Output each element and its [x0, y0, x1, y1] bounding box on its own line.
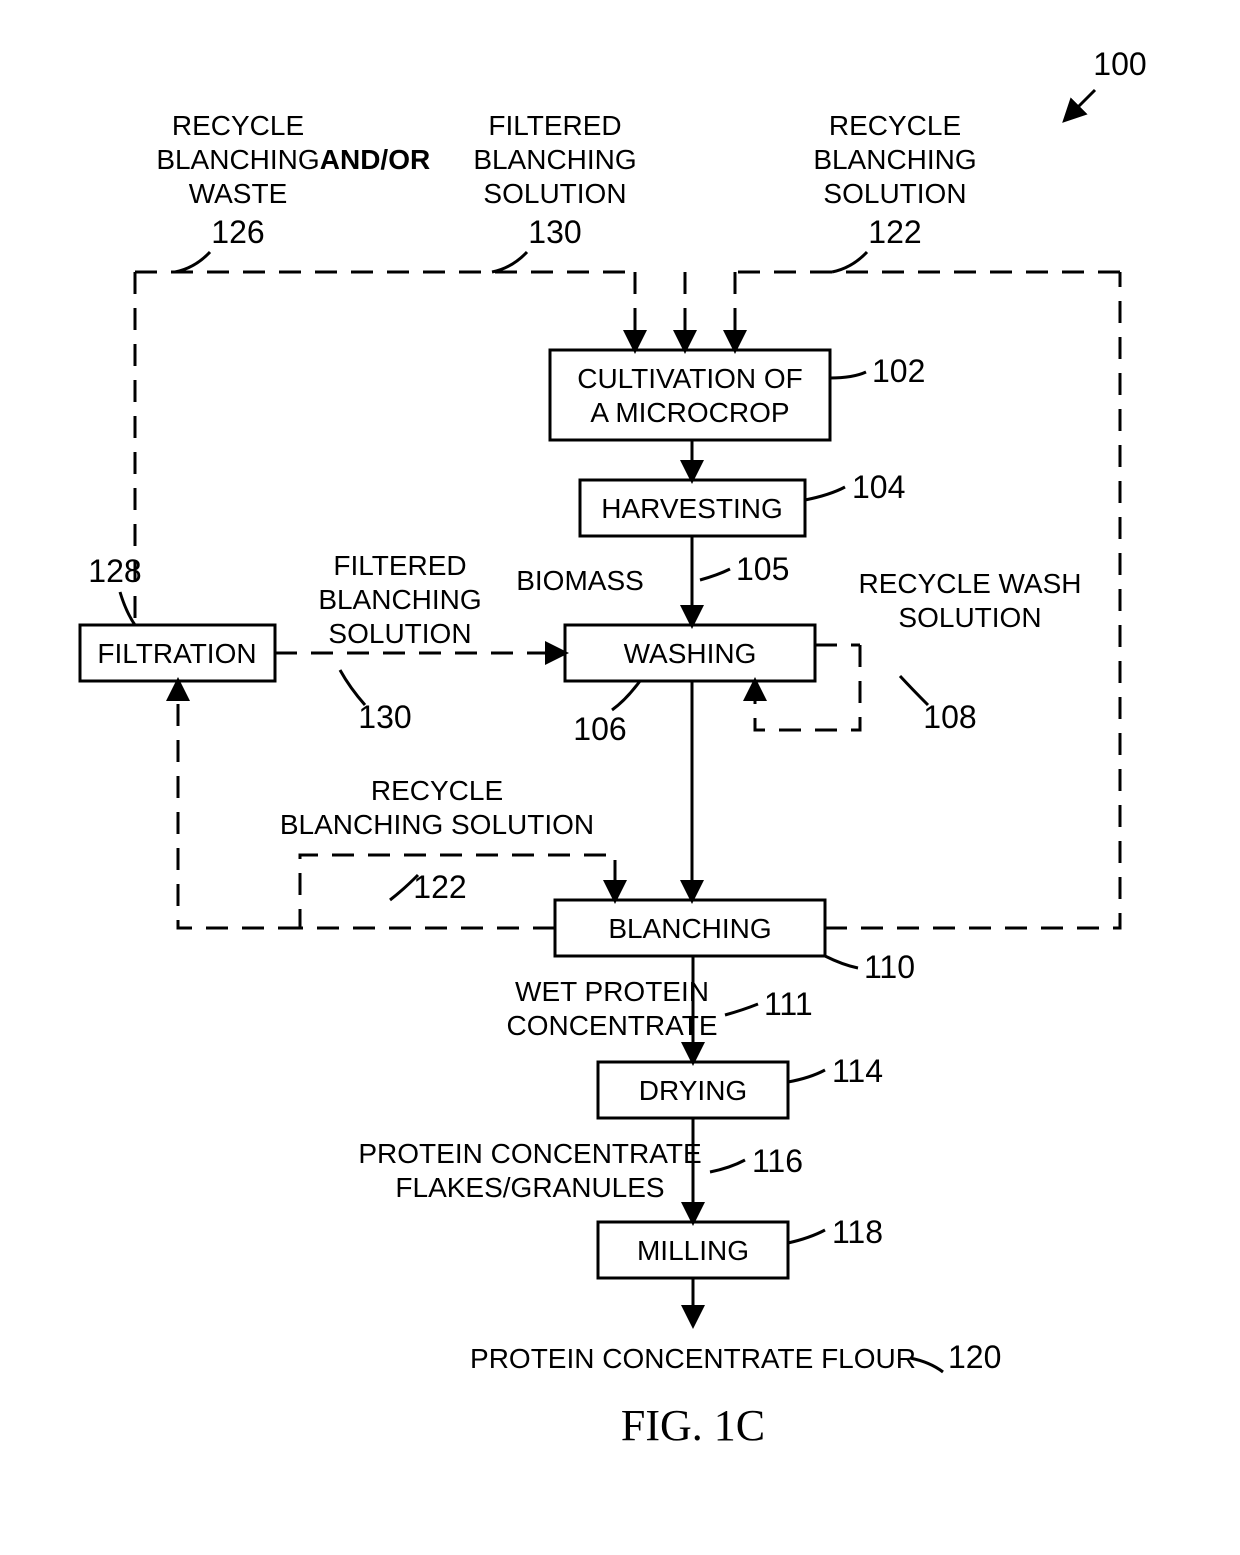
node-milling-label: MILLING — [637, 1235, 749, 1266]
ref-126-top: 126 — [211, 214, 264, 250]
leader-108 — [900, 676, 928, 705]
label-recycle-blanching-solution-top-l2: BLANCHING — [813, 144, 976, 175]
leader-110 — [825, 956, 858, 968]
ref-114: 114 — [832, 1053, 883, 1089]
leader-105 — [700, 569, 730, 580]
label-protein-flakes-l2: FLAKES/GRANULES — [395, 1172, 664, 1203]
label-and-or: AND/OR — [320, 144, 430, 175]
label-wet-protein-l1: WET PROTEIN — [515, 976, 709, 1007]
label-recycle-blanching-waste-l3: WASTE — [189, 178, 288, 209]
ref-108: 108 — [923, 699, 976, 735]
ref-120: 120 — [948, 1339, 1001, 1375]
dash-blanching-to-filtration — [178, 681, 300, 928]
figure-caption: FIG. 1C — [621, 1401, 765, 1450]
ref-130-top: 130 — [528, 214, 581, 250]
leader-130-mid — [340, 670, 365, 705]
flowchart-diagram: 100 RECYCLE BLANCHING WASTE 126 AND/OR F… — [0, 0, 1240, 1555]
ref-116: 116 — [752, 1143, 803, 1179]
ref-106: 106 — [573, 711, 626, 747]
ref-110: 110 — [864, 949, 915, 985]
node-harvesting-label: HARVESTING — [601, 493, 783, 524]
ref-122-mid: 122 — [413, 869, 466, 905]
label-recycle-blanching-solution-mid-l1: RECYCLE — [371, 775, 503, 806]
label-recycle-blanching-waste-l1: RECYCLE — [172, 110, 304, 141]
ref-105: 105 — [736, 551, 789, 587]
leader-122-top — [832, 252, 867, 272]
node-washing-label: WASHING — [624, 638, 757, 669]
ref-100: 100 — [1093, 46, 1146, 82]
ref-104: 104 — [852, 469, 905, 505]
ref-111: 111 — [764, 986, 813, 1022]
node-filtration-label: FILTRATION — [97, 638, 256, 669]
ref-130-mid: 130 — [358, 699, 411, 735]
node-cultivation-l1: CULTIVATION OF — [577, 363, 803, 394]
ref-118: 118 — [832, 1214, 883, 1250]
label-wet-protein-l2: CONCENTRATE — [506, 1010, 717, 1041]
leader-126 — [175, 252, 210, 272]
leader-114 — [788, 1070, 825, 1082]
label-filtered-blanching-solution-top-l1: FILTERED — [488, 110, 621, 141]
node-drying-label: DRYING — [639, 1075, 747, 1106]
ref-100-leader — [1065, 90, 1095, 120]
dash-122-right — [825, 272, 1120, 928]
leader-102 — [830, 372, 866, 378]
label-filtered-blanching-solution-mid-l2: BLANCHING — [318, 584, 481, 615]
label-recycle-blanching-solution-mid-l2: BLANCHING SOLUTION — [280, 809, 594, 840]
label-filtered-blanching-solution-top-l3: SOLUTION — [483, 178, 626, 209]
ref-102: 102 — [872, 353, 925, 389]
leader-116 — [710, 1160, 745, 1172]
label-protein-flakes-l1: PROTEIN CONCENTRATE — [358, 1138, 701, 1169]
leader-118 — [788, 1230, 825, 1243]
label-biomass: BIOMASS — [516, 565, 644, 596]
ref-122-top: 122 — [868, 214, 921, 250]
label-filtered-blanching-solution-top-l2: BLANCHING — [473, 144, 636, 175]
label-filtered-blanching-solution-mid-l3: SOLUTION — [328, 618, 471, 649]
label-recycle-wash-solution-l2: SOLUTION — [898, 602, 1041, 633]
label-recycle-blanching-waste-l2: BLANCHING — [156, 144, 319, 175]
label-recycle-wash-solution-l1: RECYCLE WASH — [858, 568, 1081, 599]
leader-130-top — [492, 252, 527, 272]
leader-111 — [725, 1004, 758, 1015]
leader-104 — [805, 487, 845, 500]
label-protein-flour: PROTEIN CONCENTRATE FLOUR — [470, 1343, 916, 1374]
leader-128 — [120, 592, 135, 625]
label-recycle-blanching-solution-top-l1: RECYCLE — [829, 110, 961, 141]
leader-106 — [612, 681, 640, 710]
node-cultivation-l2: A MICROCROP — [590, 397, 789, 428]
node-blanching-label: BLANCHING — [608, 913, 771, 944]
label-filtered-blanching-solution-mid-l1: FILTERED — [333, 550, 466, 581]
label-recycle-blanching-solution-top-l3: SOLUTION — [823, 178, 966, 209]
